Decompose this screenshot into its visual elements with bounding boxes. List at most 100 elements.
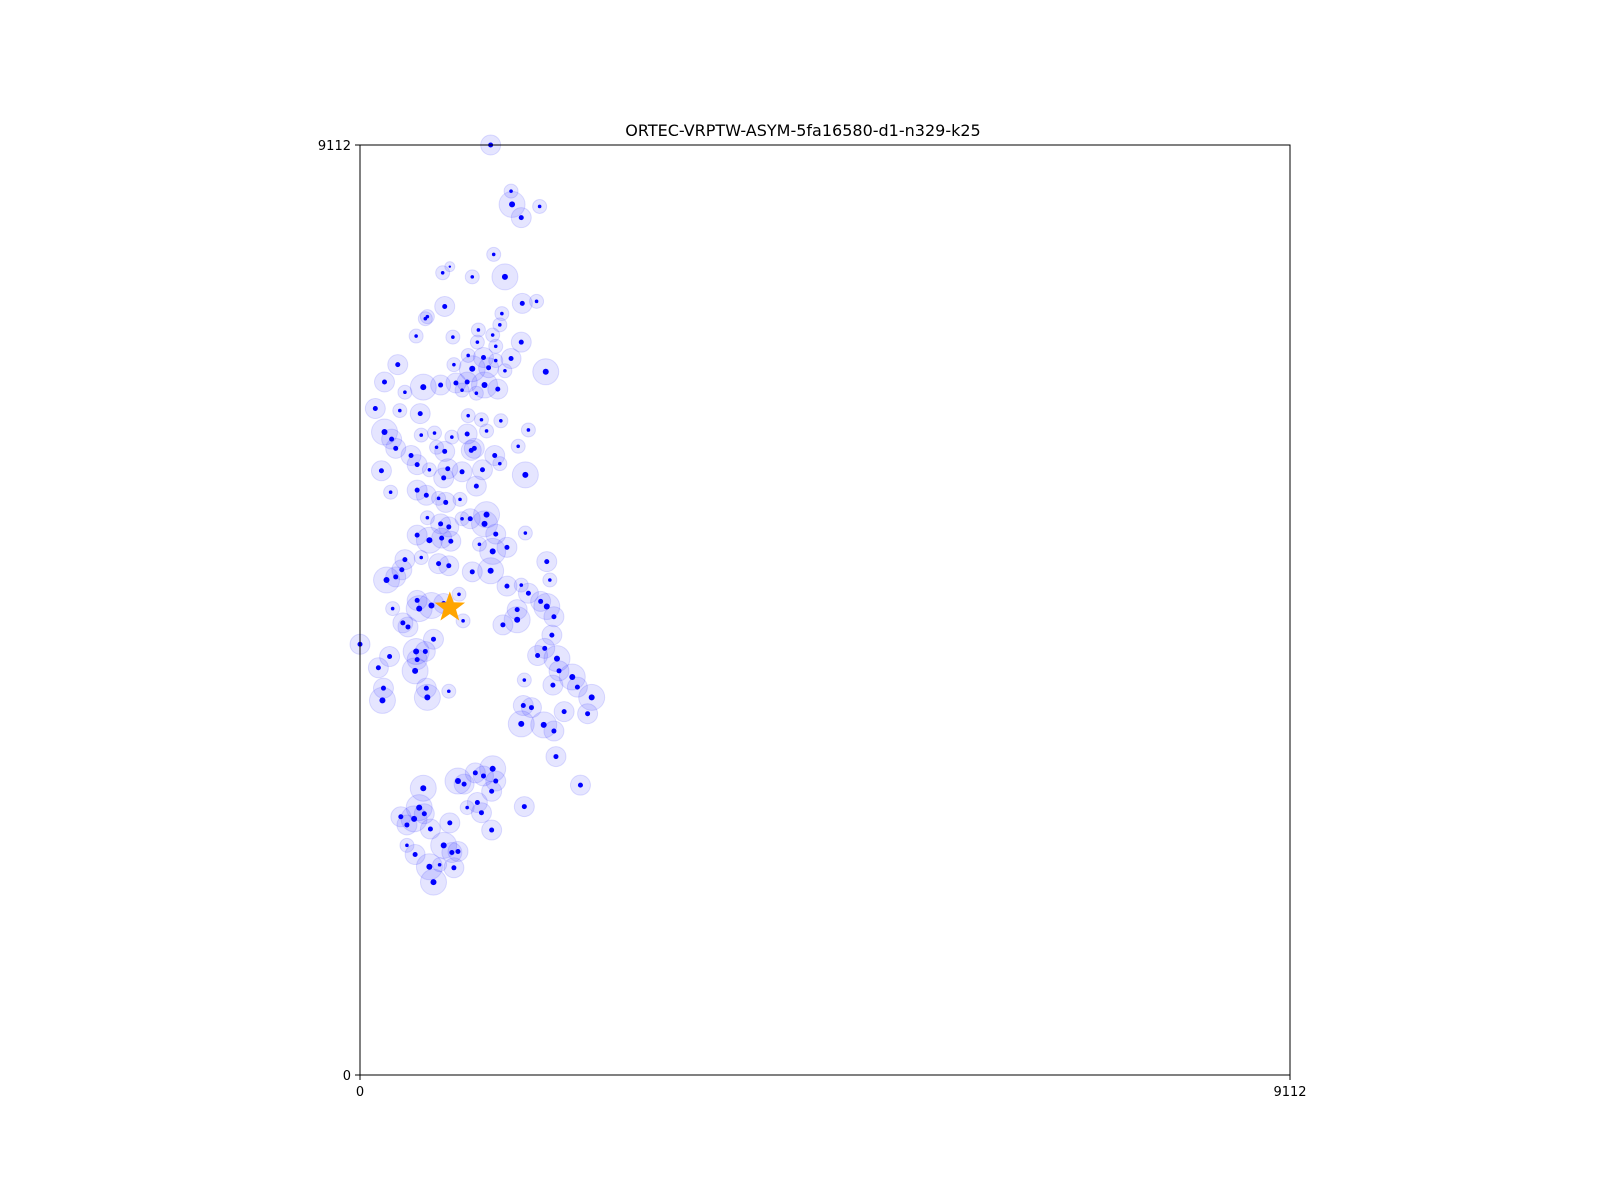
client-point [461,781,467,787]
client-point [493,358,498,363]
client-point [585,711,591,717]
client-point [477,542,482,547]
client-point [499,418,503,423]
client-point [543,603,550,610]
client-point [500,311,504,316]
client-point [416,804,423,811]
client-point [518,339,524,345]
client-point [420,785,427,792]
client-point [436,496,441,501]
client-point [501,273,508,280]
client-point [445,466,451,472]
client-point [393,445,399,451]
client-point [480,773,486,779]
client-point [381,429,388,436]
client-point [451,335,455,339]
client-point [556,668,562,674]
client-point [514,607,520,613]
client-point [424,694,431,701]
client-point [437,862,442,867]
client-point [372,406,378,412]
client-point [452,362,456,367]
plot-area [349,134,1291,1076]
client-point [426,863,433,870]
client-point [534,299,539,304]
client-point [412,667,419,674]
client-point [412,852,418,858]
client-point [518,720,525,727]
client-point [460,388,464,392]
client-points [349,134,606,896]
client-point [479,417,484,422]
client-point [460,516,464,521]
client-point [442,448,448,454]
y-tick-label-max: 9112 [318,139,351,154]
client-point [469,569,475,575]
client-point [469,365,476,372]
client-point [423,492,429,498]
client-point [379,697,386,704]
client-point [553,655,560,662]
client-point [509,189,513,193]
x-tick-label-min: 0 [356,1085,364,1100]
client-point [569,673,576,680]
client-point [574,684,580,690]
client-point [489,765,496,772]
client-point [519,583,524,587]
client-point [414,532,420,538]
x-axis: 0 9112 [356,1075,1307,1100]
client-point [465,805,469,810]
client-point [432,431,437,435]
client-point [402,557,408,563]
client-point [493,531,499,537]
client-point [375,665,381,671]
client-point [408,452,414,458]
client-point [514,616,521,623]
client-point [438,521,444,527]
client-point [419,555,424,560]
depot-star-icon [434,591,466,621]
client-point [383,576,390,583]
client-point [472,770,478,776]
client-point [411,815,418,822]
client-point [461,619,465,623]
client-point [475,340,480,344]
client-point [400,620,406,626]
client-point [470,275,475,279]
client-point [388,490,393,495]
client-point [537,204,542,209]
client-point [516,444,520,449]
client-point [414,657,420,663]
plot-frame [359,144,1291,1076]
client-point [414,597,420,603]
client-point [553,754,559,760]
client-point [508,356,514,362]
client-point [393,574,399,580]
client-point [491,252,496,257]
client-point [466,353,470,358]
client-point [427,467,432,472]
client-point [455,848,461,854]
client-point [389,436,395,442]
client-point [448,538,454,544]
client-point [521,804,527,810]
client-point [464,379,470,385]
client-point [414,334,418,338]
client-point [449,850,455,856]
client-point [548,578,552,582]
client-point [500,622,506,628]
client-point [523,531,528,535]
client-point [490,333,495,337]
client-point [525,590,531,596]
client-point [423,316,428,321]
client-point [479,467,485,473]
client-point [474,391,479,396]
client-point [450,435,454,439]
client-point [378,468,384,474]
client-point [434,445,439,450]
depot-marker [434,591,466,621]
x-tick-label-max: 9112 [1273,1085,1306,1100]
client-point [398,814,404,820]
client-point [503,368,507,373]
